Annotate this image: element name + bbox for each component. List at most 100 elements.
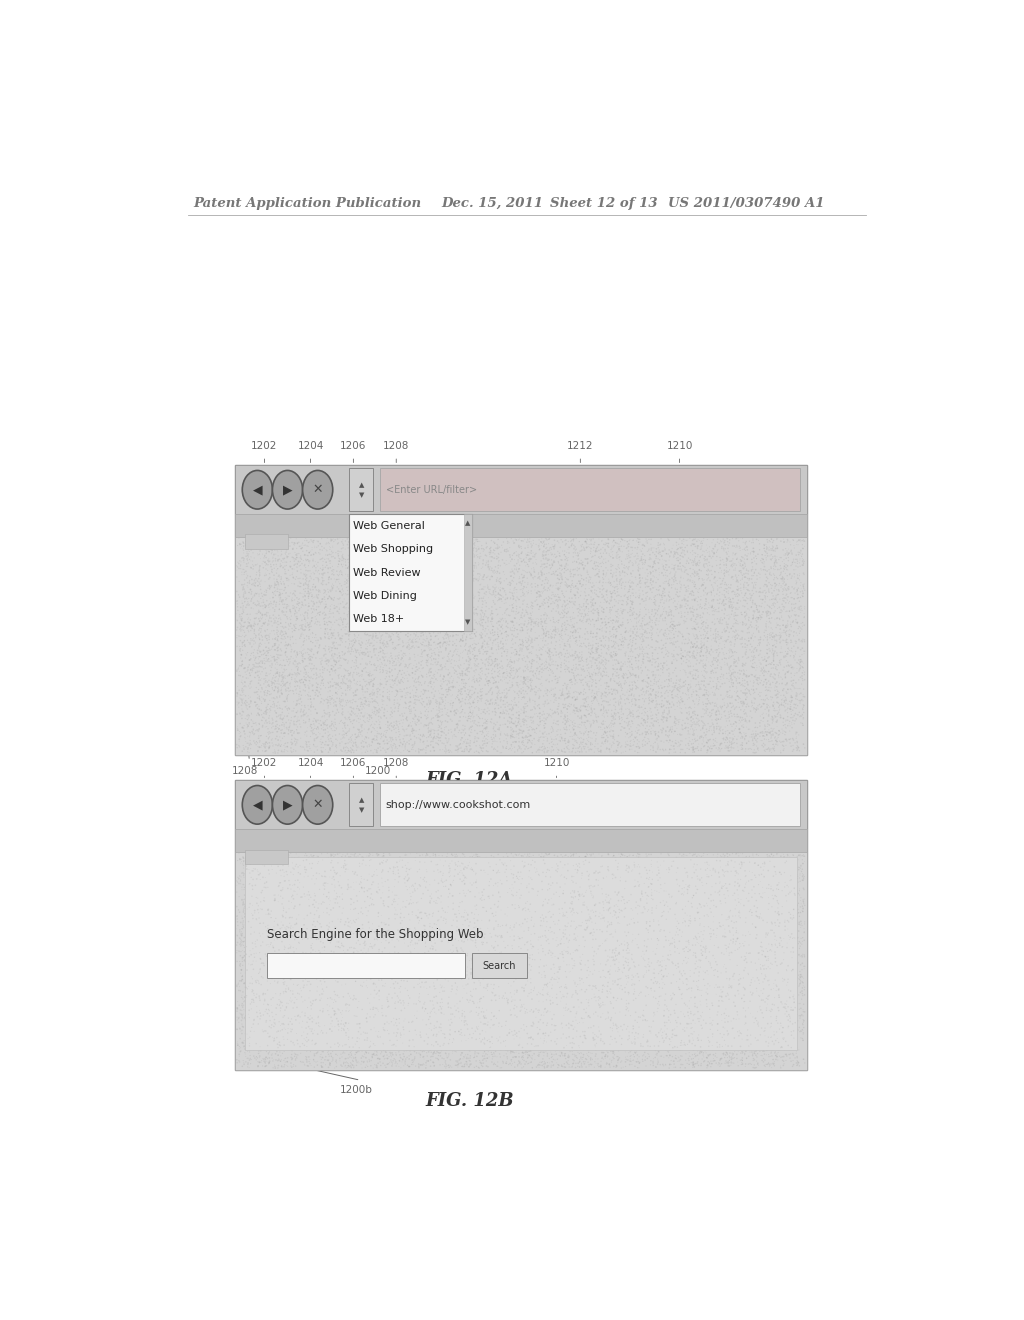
Point — [696, 861, 713, 882]
Point — [475, 924, 492, 945]
Point — [650, 659, 667, 680]
Point — [554, 941, 570, 962]
Point — [709, 925, 725, 946]
Point — [696, 857, 713, 878]
Point — [373, 961, 389, 982]
Point — [685, 681, 701, 702]
Point — [289, 667, 305, 688]
Point — [275, 722, 292, 743]
Point — [613, 1057, 630, 1078]
Point — [477, 952, 494, 973]
Point — [503, 859, 519, 880]
Point — [337, 861, 353, 882]
Point — [595, 586, 611, 607]
Point — [324, 718, 340, 739]
Point — [229, 557, 246, 578]
Point — [523, 993, 540, 1014]
Point — [285, 562, 301, 583]
Point — [657, 1053, 674, 1074]
Point — [298, 879, 314, 900]
Point — [604, 474, 621, 495]
Point — [544, 463, 560, 484]
Point — [664, 987, 680, 1008]
Point — [276, 577, 293, 598]
Point — [708, 1019, 724, 1040]
Point — [514, 1049, 530, 1071]
Point — [685, 510, 701, 531]
Point — [351, 605, 368, 626]
Point — [666, 587, 682, 609]
Point — [406, 550, 422, 572]
Point — [431, 619, 447, 640]
Point — [462, 1045, 478, 1067]
Point — [551, 936, 567, 957]
Point — [744, 664, 761, 685]
Point — [412, 1001, 428, 1022]
Point — [368, 937, 384, 958]
Point — [781, 801, 798, 822]
Point — [769, 809, 785, 830]
Point — [517, 855, 534, 876]
Point — [792, 913, 808, 935]
Point — [714, 1005, 730, 1026]
Point — [391, 735, 408, 756]
Point — [601, 968, 617, 989]
Point — [788, 738, 805, 759]
Point — [530, 863, 547, 884]
Point — [297, 675, 313, 696]
Point — [472, 546, 488, 568]
Point — [729, 737, 745, 758]
Point — [585, 664, 601, 685]
Point — [240, 865, 256, 886]
Point — [734, 628, 751, 649]
Point — [443, 850, 460, 871]
Point — [787, 908, 804, 929]
Point — [758, 924, 774, 945]
Point — [264, 950, 281, 972]
Point — [297, 713, 313, 734]
Point — [539, 972, 555, 993]
Point — [335, 556, 351, 577]
Point — [757, 500, 773, 521]
Point — [276, 917, 293, 939]
Point — [705, 995, 721, 1016]
Point — [569, 1041, 586, 1063]
Point — [543, 1022, 559, 1043]
Point — [541, 1019, 557, 1040]
Point — [383, 961, 399, 982]
Point — [233, 690, 250, 711]
Point — [570, 902, 587, 923]
Point — [231, 970, 248, 991]
Point — [693, 956, 710, 977]
Point — [770, 1048, 786, 1069]
Point — [425, 899, 441, 920]
Point — [340, 612, 356, 634]
Point — [267, 742, 284, 763]
Point — [588, 985, 604, 1006]
Point — [305, 1023, 322, 1044]
Point — [786, 991, 803, 1012]
Point — [431, 550, 447, 572]
Point — [581, 601, 597, 622]
Point — [698, 962, 715, 983]
Point — [369, 940, 385, 961]
Point — [301, 941, 317, 962]
Point — [566, 541, 583, 562]
Point — [596, 698, 612, 719]
Point — [777, 981, 794, 1002]
Point — [423, 792, 439, 813]
Point — [683, 1023, 699, 1044]
Point — [588, 725, 604, 746]
Point — [418, 680, 434, 701]
Point — [354, 964, 371, 985]
Point — [622, 525, 638, 546]
Point — [258, 935, 274, 956]
Point — [528, 981, 545, 1002]
Point — [515, 667, 531, 688]
Point — [705, 814, 721, 836]
Point — [580, 867, 596, 888]
Point — [716, 607, 732, 628]
Point — [577, 693, 593, 714]
Point — [508, 907, 524, 928]
Point — [771, 1045, 787, 1067]
